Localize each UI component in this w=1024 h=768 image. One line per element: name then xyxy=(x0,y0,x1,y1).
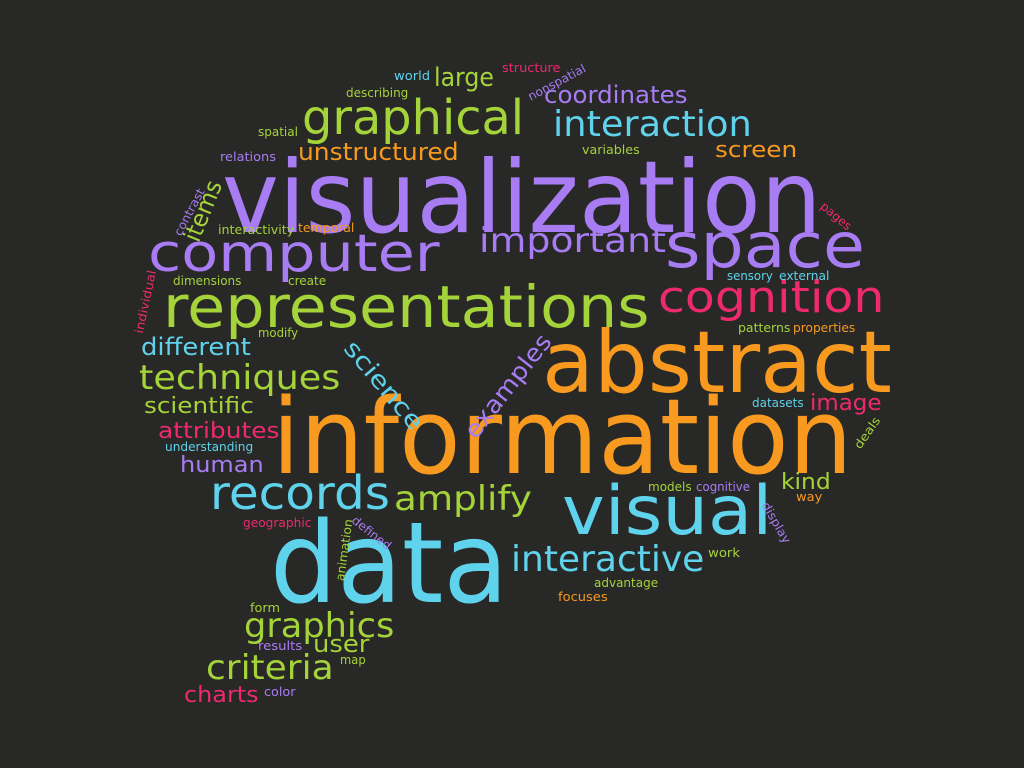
word-understanding: understanding xyxy=(165,440,254,454)
word-external: external xyxy=(779,269,830,283)
word-models: models xyxy=(648,480,692,494)
word-unstructured: unstructured xyxy=(298,138,459,166)
word-amplify: amplify xyxy=(394,479,532,519)
word-variables: variables xyxy=(582,143,640,157)
word-individual: individual xyxy=(132,268,160,335)
word-patterns: patterns xyxy=(738,321,791,335)
word-cognition: cognition xyxy=(658,272,885,323)
word-criteria: criteria xyxy=(206,648,334,688)
word-human: human xyxy=(180,453,264,478)
word-kind: kind xyxy=(781,470,831,495)
word-spatial: spatial xyxy=(258,125,298,139)
word-geographic: geographic xyxy=(243,516,312,530)
word-color: color xyxy=(264,685,296,699)
word-interactive: interactive xyxy=(511,539,705,580)
word-structure: structure xyxy=(502,61,561,75)
word-advantage: advantage xyxy=(594,576,659,590)
word-visualization: visualization xyxy=(222,139,822,256)
word-information: information xyxy=(272,376,853,498)
word-datasets: datasets xyxy=(752,396,804,410)
word-results: results xyxy=(258,639,303,653)
word-attributes: attributes xyxy=(158,419,280,444)
word-create: create xyxy=(288,274,327,288)
word-visual: visual xyxy=(562,472,773,551)
word-user: user xyxy=(313,630,370,658)
word-focuses: focuses xyxy=(558,590,608,604)
word-work: work xyxy=(708,546,741,560)
word-space: space xyxy=(665,209,865,282)
word-temporal: temporal xyxy=(298,221,355,235)
word-large: large xyxy=(434,63,494,93)
word-way: way xyxy=(796,490,823,504)
word-graphical: graphical xyxy=(302,90,525,146)
word-map: map xyxy=(340,653,366,667)
word-screen: screen xyxy=(715,138,798,163)
word-dimensions: dimensions xyxy=(173,274,242,288)
word-computer: computer xyxy=(148,224,440,284)
word-describing: describing xyxy=(346,86,409,100)
word-graphics: graphics xyxy=(244,606,395,646)
word-representations: representations xyxy=(163,273,650,341)
word-modify: modify xyxy=(258,326,299,340)
word-cognitive: cognitive xyxy=(696,480,751,494)
word-records: records xyxy=(210,466,390,520)
word-scientific: scientific xyxy=(144,394,254,419)
word-techniques: techniques xyxy=(139,358,341,398)
word-abstract: abstract xyxy=(542,313,892,413)
word-image: image xyxy=(810,391,882,416)
word-deals: deals xyxy=(851,413,884,452)
word-properties: properties xyxy=(793,321,856,335)
word-important: important xyxy=(479,221,666,261)
word-form: form xyxy=(250,601,280,615)
word-data: data xyxy=(270,499,509,629)
word-world: world xyxy=(394,69,431,83)
word-interaction: interaction xyxy=(553,104,752,145)
word-charts: charts xyxy=(184,683,259,708)
word-sensory: sensory xyxy=(727,269,773,283)
word-relations: relations xyxy=(220,150,276,164)
word-interactivity: interactivity xyxy=(218,223,295,237)
word-different: different xyxy=(141,333,251,361)
word-coordinates: coordinates xyxy=(544,81,688,109)
